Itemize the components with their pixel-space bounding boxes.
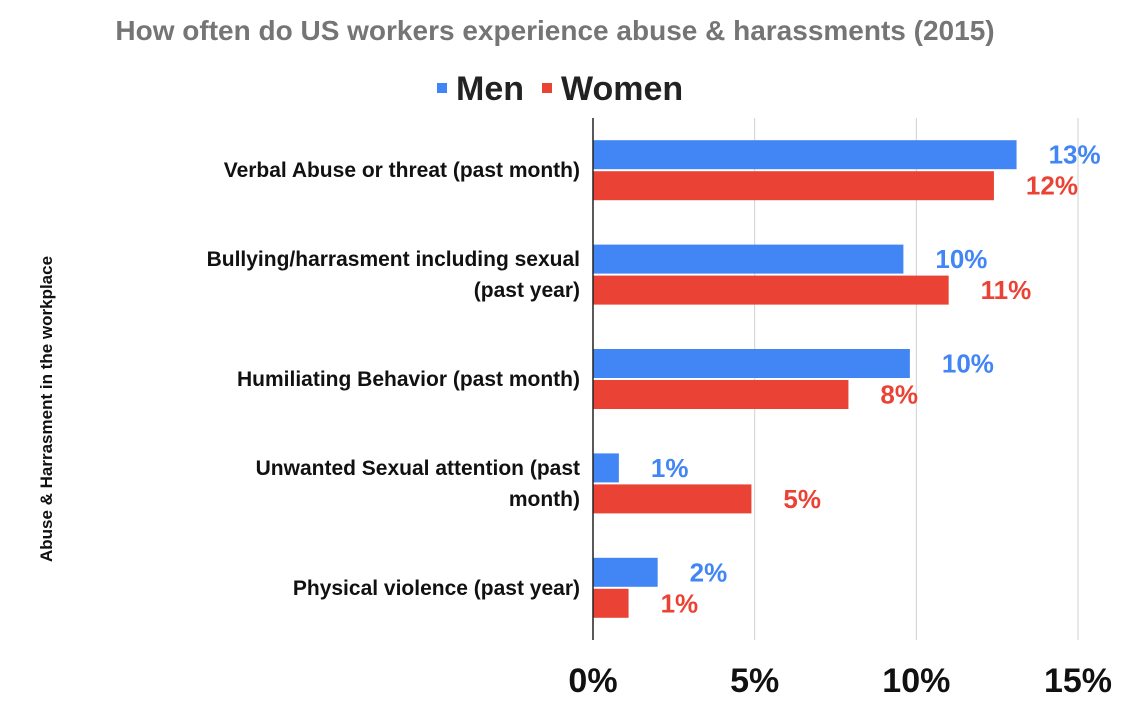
legend-swatch-women: [542, 83, 552, 93]
bar-men-2: [593, 349, 910, 378]
category-label-2: Humiliating Behavior (past month): [237, 368, 580, 391]
legend-label-women: Women: [561, 70, 683, 108]
bar-men-1: [593, 244, 904, 274]
category-label-line: Verbal Abuse or threat (past month): [224, 159, 580, 182]
category-label-line: (past year): [474, 279, 580, 302]
data-label-men-1: 10%: [935, 244, 987, 274]
category-label-0: Verbal Abuse or threat (past month): [224, 159, 580, 182]
category-label-line: month): [509, 488, 580, 511]
x-tick-label-2: 10%: [882, 662, 950, 700]
gridlines: [754, 118, 1079, 640]
legend-swatch-men: [437, 83, 447, 93]
category-label-line: Unwanted Sexual attention (past: [256, 457, 580, 480]
data-label-men-3: 1%: [651, 453, 689, 483]
bar-women-4: [593, 588, 629, 618]
chart-title: How often do US workers experience abuse…: [115, 15, 994, 46]
legend-label-men: Men: [456, 70, 524, 108]
bar-men-3: [593, 453, 619, 483]
x-tick-labels: 0% 5% 10% 15%: [568, 662, 1112, 700]
category-label-line: Physical violence (past year): [293, 577, 580, 600]
y-axis-title: Abuse & Harrasment in the workplace: [37, 256, 56, 562]
x-tick-label-3: 15%: [1044, 662, 1112, 700]
bar-women-1: [593, 275, 949, 305]
legend: Men Women: [437, 70, 683, 108]
x-tick-label-1: 5%: [730, 662, 779, 700]
category-label-1: Bullying/harrasment including sexual (pas…: [207, 248, 580, 302]
data-label-women-0: 12%: [1026, 171, 1078, 201]
bar-men-4: [593, 557, 658, 587]
category-label-line: Humiliating Behavior (past month): [237, 368, 580, 391]
bar-women-3: [593, 484, 752, 514]
bar-men-0: [593, 140, 1017, 170]
bar-women-0: [593, 171, 994, 201]
bars: [593, 140, 1017, 618]
data-label-men-2: 10%: [942, 349, 994, 379]
data-label-women-4: 1%: [661, 588, 699, 618]
data-label-women-1: 11%: [981, 275, 1032, 305]
data-label-men-0: 13%: [1049, 140, 1101, 170]
data-label-men-4: 2%: [690, 557, 728, 587]
category-label-4: Physical violence (past year): [293, 577, 580, 600]
data-labels: 13%12%10%11%10%8%1%5%2%1%: [651, 140, 1101, 619]
x-tick-label-0: 0%: [568, 662, 617, 700]
data-label-women-3: 5%: [783, 484, 821, 514]
data-label-women-2: 8%: [880, 380, 918, 410]
bar-women-2: [593, 380, 849, 409]
category-labels: Verbal Abuse or threat (past month) Bully…: [207, 159, 580, 600]
category-label-3: Unwanted Sexual attention (past month): [256, 457, 580, 511]
category-label-line: Bullying/harrasment including sexual: [207, 248, 580, 271]
